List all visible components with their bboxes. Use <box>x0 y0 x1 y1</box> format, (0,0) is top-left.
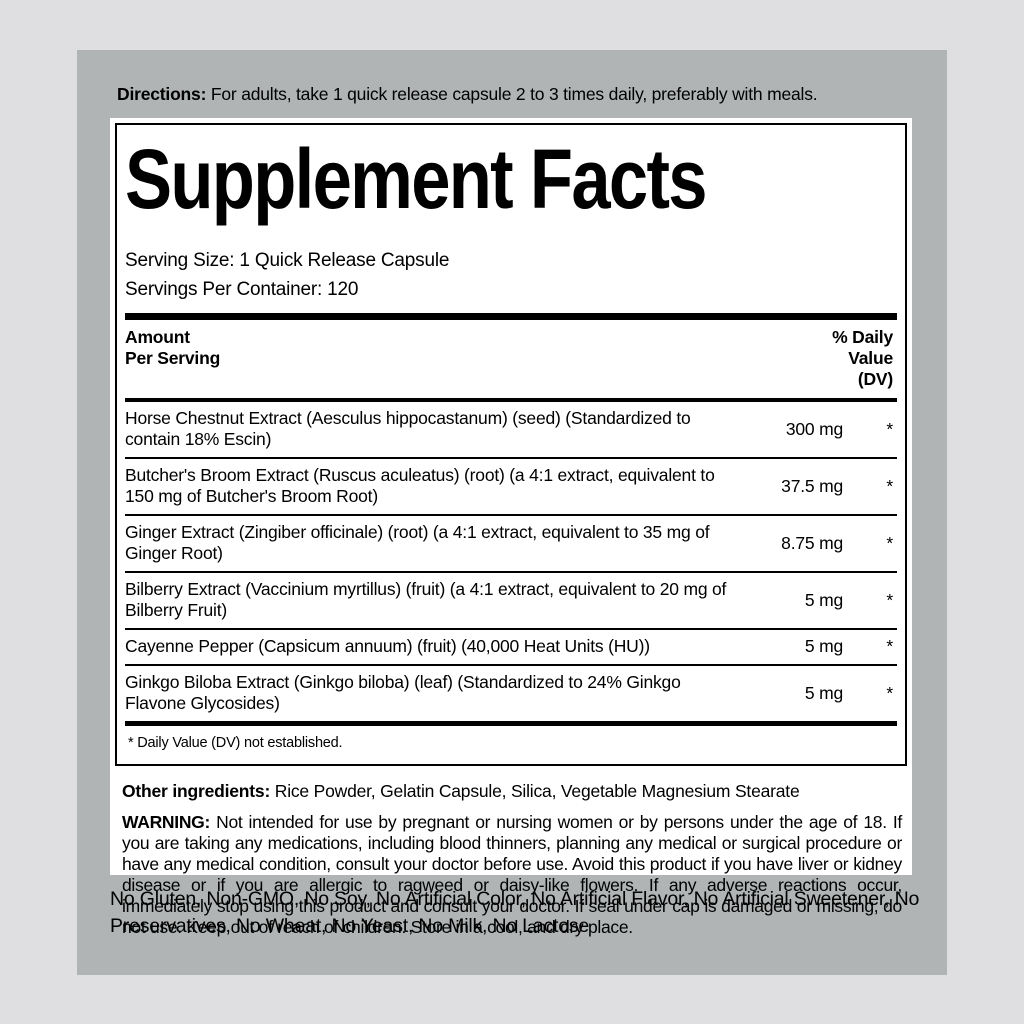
ingredient-dv: * <box>886 682 893 703</box>
supplement-facts-title: Supplement Facts <box>125 132 708 226</box>
other-ingredients-text: Rice Powder, Gelatin Capsule, Silica, Ve… <box>270 781 800 801</box>
daily-value-footnote: * Daily Value (DV) not established. <box>128 735 343 751</box>
dv-header-line2: Value <box>848 348 893 368</box>
divider-medium <box>125 398 897 402</box>
table-header-row: Amount Per Serving % Daily Value (DV) <box>125 320 897 398</box>
ingredient-amount: 37.5 mg <box>781 475 843 496</box>
ingredient-name: Ginger Extract (Zingiber officinale) (ro… <box>125 522 710 563</box>
table-row: Ginger Extract (Zingiber officinale) (ro… <box>125 514 897 571</box>
ingredient-amount: 5 mg <box>804 636 843 656</box>
divider-thick-bottom <box>125 721 897 726</box>
ingredient-amount: 5 mg <box>804 682 843 703</box>
amount-header-line1: Amount <box>125 327 190 347</box>
other-ingredients-label: Other ingredients: <box>122 781 271 801</box>
ingredient-name: Ginkgo Biloba Extract (Ginkgo biloba) (l… <box>125 672 681 713</box>
ingredient-dv: * <box>886 589 893 610</box>
table-row: Butcher's Broom Extract (Ruscus aculeatu… <box>125 457 897 514</box>
table-row: Horse Chestnut Extract (Aesculus hippoca… <box>125 402 897 457</box>
ingredient-name: Butcher's Broom Extract (Ruscus aculeatu… <box>125 465 715 506</box>
supplement-facts-box: Supplement Facts Serving Size: 1 Quick R… <box>115 123 907 766</box>
directions: Directions: For adults, take 1 quick rel… <box>117 83 917 105</box>
directions-text: For adults, take 1 quick release capsule… <box>206 84 818 104</box>
ingredient-dv: * <box>886 475 893 496</box>
other-ingredients: Other ingredients: Rice Powder, Gelatin … <box>110 780 912 802</box>
ingredient-amount: 8.75 mg <box>781 532 843 553</box>
table-row: Cayenne Pepper (Capsicum annuum) (fruit)… <box>125 628 897 664</box>
warning-label: WARNING: <box>122 812 211 832</box>
label-white-area: Supplement Facts Serving Size: 1 Quick R… <box>110 118 912 937</box>
warning: WARNING: Not intended for use by pregnan… <box>110 812 912 938</box>
directions-label: Directions: <box>117 84 207 104</box>
table-row: Bilberry Extract (Vaccinium myrtillus) (… <box>125 571 897 628</box>
ingredient-name: Horse Chestnut Extract (Aesculus hippoca… <box>125 408 691 449</box>
ingredient-name: Bilberry Extract (Vaccinium myrtillus) (… <box>125 579 727 620</box>
warning-text: Not intended for use by pregnant or nurs… <box>122 812 902 937</box>
ingredient-amount: 5 mg <box>804 589 843 610</box>
allergen-claims: No Gluten, Non-GMO, No Soy, No Artificia… <box>110 888 920 937</box>
dv-header-line1: % Daily <box>832 327 893 347</box>
ingredient-amount: 300 mg <box>785 418 843 439</box>
ingredient-dv: * <box>886 636 893 656</box>
daily-value-header: % Daily Value (DV) <box>832 327 897 390</box>
label-panel: Directions: For adults, take 1 quick rel… <box>77 50 947 975</box>
ingredient-name: Cayenne Pepper (Capsicum annuum) (fruit)… <box>125 636 650 656</box>
table-row: Ginkgo Biloba Extract (Ginkgo biloba) (l… <box>125 664 897 721</box>
amount-header-line2: Per Serving <box>125 348 221 368</box>
ingredient-dv: * <box>886 532 893 553</box>
ingredient-dv: * <box>886 418 893 439</box>
divider-thick-top <box>125 313 897 320</box>
servings-per-container: Servings Per Container: 120 <box>125 279 359 300</box>
dv-header-line3: (DV) <box>857 369 893 389</box>
serving-size: Serving Size: 1 Quick Release Capsule <box>125 250 450 271</box>
amount-per-serving-header: Amount Per Serving <box>125 327 220 390</box>
